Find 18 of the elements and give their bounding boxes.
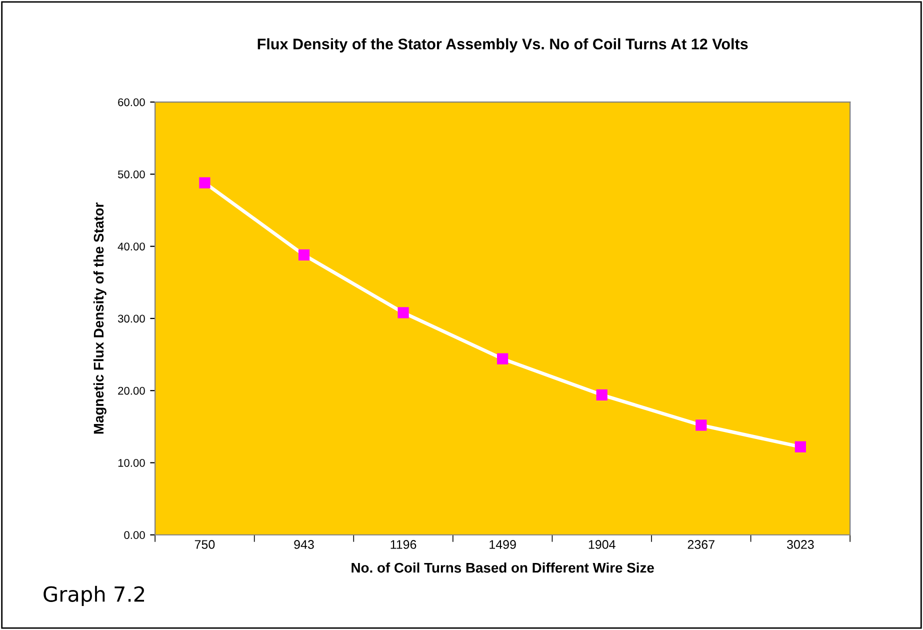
y-tick-label: 40.00 (118, 242, 145, 250)
x-tick-label: 2367 (688, 540, 714, 549)
y-tick-label: 10.00 (118, 459, 145, 467)
x-tick-label: 750 (194, 540, 215, 549)
caption: Graph 7.2 (44, 586, 144, 606)
x-tick-label: 943 (294, 540, 314, 549)
y-tick-label: 30.00 (118, 314, 145, 323)
y-tick-label: 0.00 (124, 531, 145, 540)
y-tick-label: 20.00 (118, 386, 145, 395)
x-tick-label: 1499 (490, 540, 516, 549)
x-tick-label: 1904 (588, 540, 616, 549)
y-tick-label: 60.00 (118, 98, 145, 106)
x-axis-title: No. of Coil Turns Based on Different Wire Size (352, 562, 654, 573)
y-tick-label: 50.00 (118, 170, 145, 178)
x-tick-label: 3023 (787, 540, 814, 549)
x-tick-label: 1196 (390, 540, 416, 549)
chart-title: Flux Density of the Stator Assembly Vs. No of Coil Turns At 12 Volts (258, 38, 748, 52)
y-axis-title: Magnetic Flux Density of the Stator (93, 202, 106, 434)
